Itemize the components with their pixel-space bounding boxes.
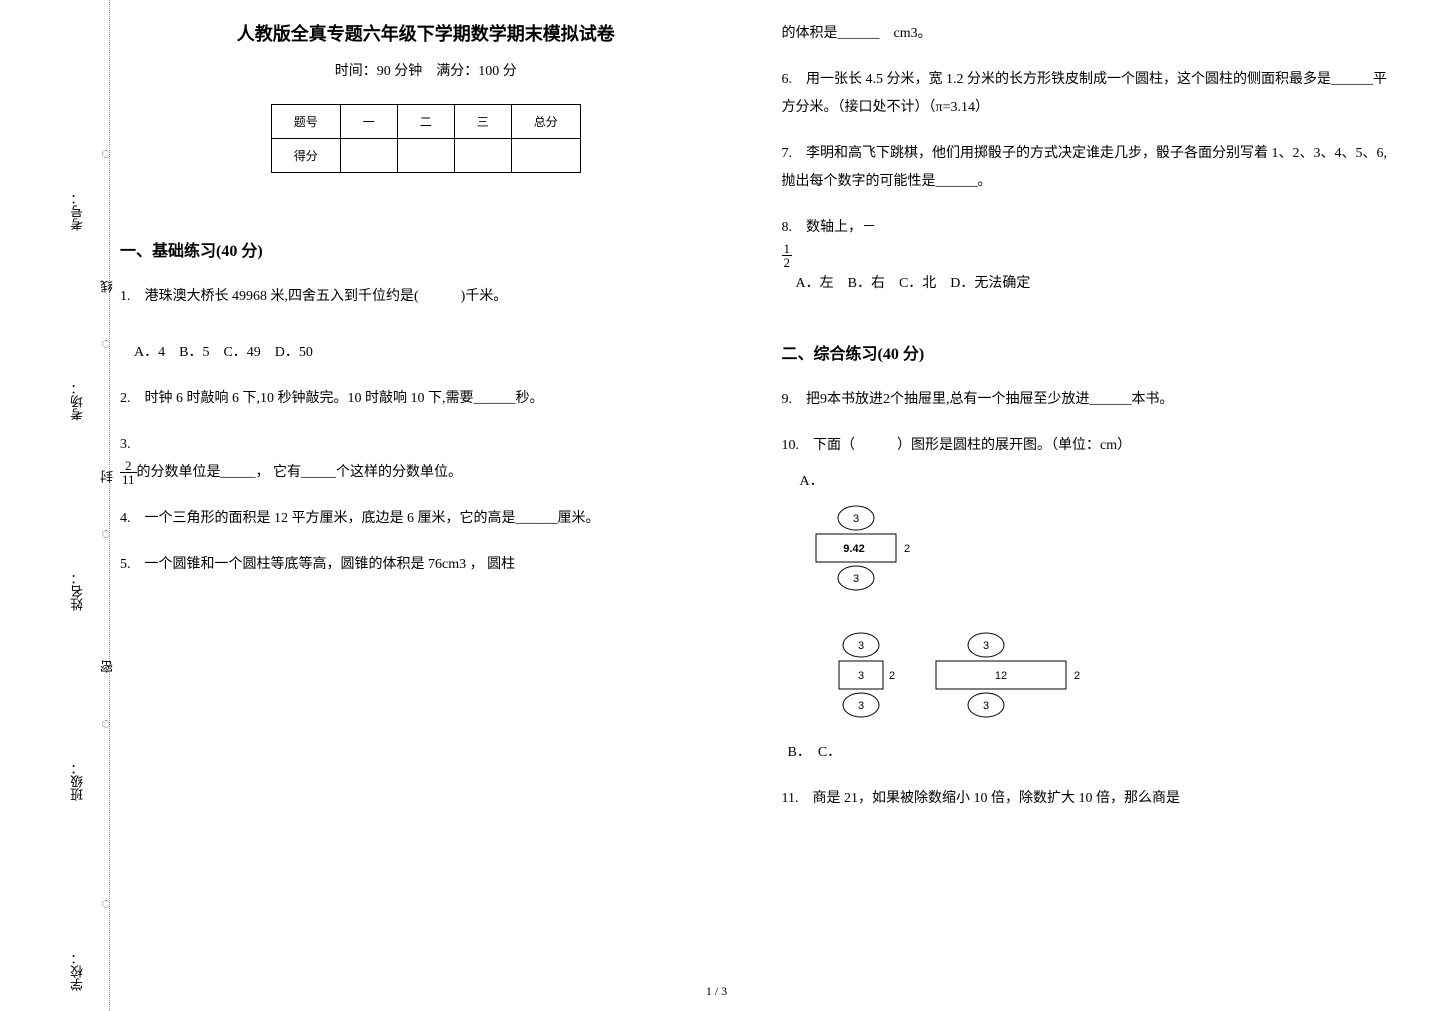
diag-label: 12 xyxy=(994,670,1006,682)
cylinder-net-c: 3 12 2 3 xyxy=(926,629,1096,739)
question-6: 6. 用一张长 4.5 分米，宽 1.2 分米的长方形铁皮制成一个圆柱，这个圆柱… xyxy=(782,66,1394,122)
question-4: 4. 一个三角形的面积是 12 平方厘米，底边是 6 厘米，它的高是______… xyxy=(120,505,732,533)
fraction-denominator: 2 xyxy=(782,256,793,269)
score-cell: 二 xyxy=(397,105,454,139)
score-cell: 得分 xyxy=(271,139,340,173)
diag-label: 3 xyxy=(852,513,858,525)
binding-dash-char: 线 xyxy=(98,280,117,293)
question-3: 3. 2 11 的分数单位是_____， 它有_____个这样的分数单位。 xyxy=(120,431,732,487)
fraction-numerator: 1 xyxy=(782,242,793,256)
diag-label: 3 xyxy=(852,573,858,585)
binding-circle xyxy=(102,340,110,348)
binding-dash-char: 密 xyxy=(98,660,117,673)
diag-label: 3 xyxy=(982,700,988,712)
diag-label: 2 xyxy=(889,670,895,682)
binding-circle xyxy=(102,150,110,158)
exam-subtitle: 时间：90 分钟 满分：100 分 xyxy=(120,60,732,80)
score-table: 题号 一 二 三 总分 得分 xyxy=(271,104,581,173)
question-5: 5. 一个圆锥和一个圆柱等底等高，圆锥的体积是 76cm3 ， 圆柱 xyxy=(120,551,732,579)
diag-label: 2 xyxy=(1074,670,1080,682)
diag-label: 3 xyxy=(857,640,863,652)
question-10: 10. 下面（ ）图形是圆柱的展开图。（单位：cm） A． 3 9.42 2 3… xyxy=(782,432,1394,767)
right-column: 的体积是______ cm3。 6. 用一张长 4.5 分米，宽 1.2 分米的… xyxy=(782,20,1394,940)
fraction-denominator: 11 xyxy=(120,473,137,486)
diag-label: 3 xyxy=(982,640,988,652)
question-11: 11. 商是 21，如果被除数缩小 10 倍，除数扩大 10 倍，那么商是 xyxy=(782,785,1394,813)
diag-label: 2 xyxy=(904,543,910,555)
score-cell xyxy=(511,139,580,173)
section-heading-2: 二、综合练习(40 分) xyxy=(782,340,1394,364)
left-column: 人教版全真专题六年级下学期数学期末模拟试卷 时间：90 分钟 满分：100 分 … xyxy=(120,20,732,940)
section-heading-1: 一、基础练习(40 分) xyxy=(120,237,732,261)
fraction: 1 2 xyxy=(782,242,793,269)
question-options: A．4 B．5 C．49 D．50 xyxy=(120,345,313,360)
exam-title: 人教版全真专题六年级下学期数学期末模拟试卷 xyxy=(120,20,732,46)
binding-margin: 学校： 班级： 姓名： 考场： 考号： 线 封 密 xyxy=(0,0,110,1011)
binding-circle xyxy=(102,900,110,908)
binding-circle xyxy=(102,530,110,538)
cylinder-net-b: 3 3 2 3 xyxy=(806,629,916,739)
question-text: 8. 数轴上，－ xyxy=(782,220,877,235)
question-options: A．左 B．右 C．北 D．无法确定 xyxy=(782,276,1031,291)
binding-label-class: 班级： xyxy=(68,762,87,801)
question-1: 1. 港珠澳大桥长 49968 米,四舍五入到千位约是( )千米。 A．4 B．… xyxy=(120,283,732,367)
score-cell xyxy=(340,139,397,173)
question-9: 9. 把9本书放进2个抽屉里,总有一个抽屉至少放进______本书。 xyxy=(782,386,1394,414)
option-bc-label: B． C． xyxy=(788,739,1394,767)
fraction-numerator: 2 xyxy=(120,459,137,473)
score-cell xyxy=(397,139,454,173)
question-5-cont: 的体积是______ cm3。 xyxy=(782,20,1394,48)
score-cell xyxy=(454,139,511,173)
question-text: 1. 港珠澳大桥长 49968 米,四舍五入到千位约是( )千米。 xyxy=(120,289,507,304)
binding-label-name: 姓名： xyxy=(68,572,87,611)
binding-circle xyxy=(102,720,110,728)
binding-dash-char: 封 xyxy=(98,470,117,483)
diag-label: 3 xyxy=(857,670,863,682)
score-cell: 一 xyxy=(340,105,397,139)
table-row: 得分 xyxy=(271,139,580,173)
page-columns: 人教版全真专题六年级下学期数学期末模拟试卷 时间：90 分钟 满分：100 分 … xyxy=(120,20,1393,940)
binding-label-school: 学校： xyxy=(68,952,87,991)
question-prefix: 3. xyxy=(120,437,131,452)
table-row: 题号 一 二 三 总分 xyxy=(271,105,580,139)
binding-label-room: 考场： xyxy=(68,382,87,421)
diag-label: 3 xyxy=(857,700,863,712)
option-a-label: A． xyxy=(800,468,1394,496)
question-2: 2. 时钟 6 时敲响 6 下,10 秒钟敲完。10 时敲响 10 下,需要__… xyxy=(120,385,732,413)
question-7: 7. 李明和高飞下跳棋，他们用掷骰子的方式决定谁走几步，骰子各面分别写着 1、2… xyxy=(782,140,1394,196)
page-number: 1 / 3 xyxy=(706,984,727,999)
question-8: 8. 数轴上，－ 1 2 A．左 B．右 C．北 D．无法确定 xyxy=(782,214,1394,298)
score-cell: 总分 xyxy=(511,105,580,139)
cylinder-net-a: 3 9.42 2 3 xyxy=(806,502,946,612)
fraction: 2 11 xyxy=(120,459,137,486)
binding-label-id: 考号： xyxy=(68,192,87,231)
question-text: 10. 下面（ ）图形是圆柱的展开图。（单位：cm） xyxy=(782,438,1132,453)
score-cell: 题号 xyxy=(271,105,340,139)
question-tail: 的分数单位是_____， 它有_____个这样的分数单位。 xyxy=(137,465,463,480)
score-cell: 三 xyxy=(454,105,511,139)
diag-label: 9.42 xyxy=(843,543,864,555)
